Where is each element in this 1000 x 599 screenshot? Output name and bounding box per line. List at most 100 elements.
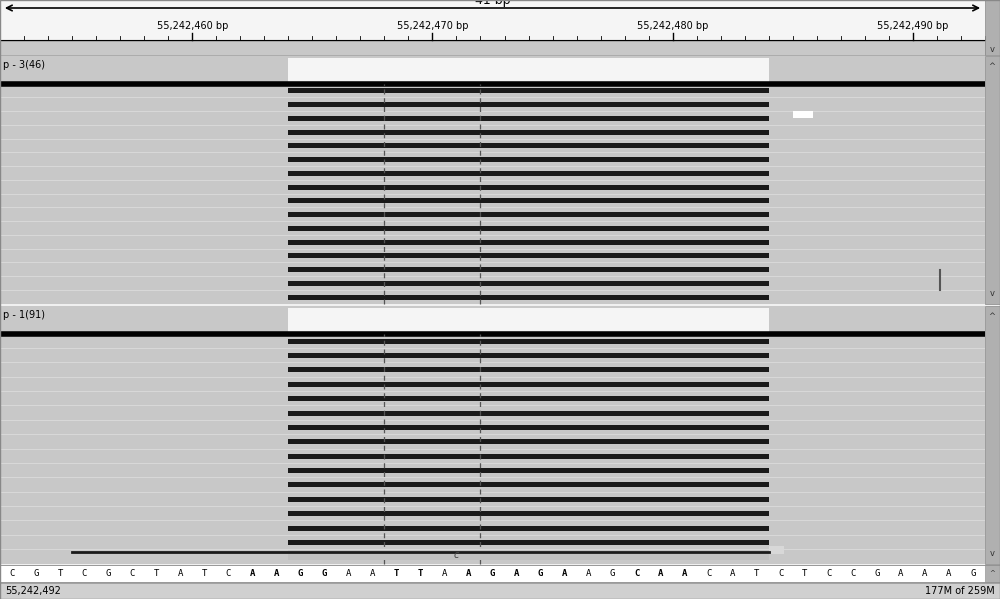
Bar xyxy=(0,478,985,492)
Bar xyxy=(0,536,985,549)
Text: C: C xyxy=(81,569,87,578)
Bar xyxy=(0,435,985,449)
Bar xyxy=(0,41,985,55)
Text: 55,242,492: 55,242,492 xyxy=(5,586,61,596)
Text: G: G xyxy=(490,569,495,578)
Bar xyxy=(0,56,985,84)
Text: T: T xyxy=(754,569,759,578)
Text: A: A xyxy=(370,569,375,578)
Text: ^: ^ xyxy=(988,62,996,71)
Text: A: A xyxy=(177,569,183,578)
Bar xyxy=(0,550,985,564)
Text: 177M of 259M: 177M of 259M xyxy=(925,586,995,596)
Bar xyxy=(288,353,769,358)
Text: C: C xyxy=(706,569,711,578)
Text: G: G xyxy=(298,569,303,578)
Bar xyxy=(0,306,985,334)
Bar xyxy=(0,291,985,304)
Text: v: v xyxy=(990,289,994,298)
Bar xyxy=(0,449,985,463)
Text: G: G xyxy=(874,569,880,578)
Bar xyxy=(288,226,769,231)
Bar xyxy=(288,144,769,149)
Bar xyxy=(288,396,769,401)
Bar xyxy=(0,84,985,97)
Bar xyxy=(0,377,985,391)
Text: 55,242,460 bp: 55,242,460 bp xyxy=(157,21,228,31)
Text: C: C xyxy=(129,569,135,578)
Bar xyxy=(985,0,1000,55)
Bar xyxy=(0,236,985,249)
Text: G: G xyxy=(105,569,111,578)
Text: 55,242,490 bp: 55,242,490 bp xyxy=(877,21,949,31)
Bar xyxy=(0,464,985,477)
Bar xyxy=(0,140,985,152)
Bar xyxy=(769,546,784,554)
Text: 55,242,470 bp: 55,242,470 bp xyxy=(397,21,468,31)
Bar xyxy=(288,338,769,344)
Bar xyxy=(0,583,1000,599)
Bar xyxy=(288,116,769,121)
Bar xyxy=(0,208,985,221)
Text: C: C xyxy=(850,569,856,578)
Text: C: C xyxy=(226,569,231,578)
Bar xyxy=(288,308,769,332)
Bar xyxy=(288,171,769,176)
Bar xyxy=(288,267,769,272)
Text: A: A xyxy=(346,569,351,578)
Text: G: G xyxy=(33,569,39,578)
Text: C: C xyxy=(826,569,832,578)
Bar xyxy=(793,111,813,119)
Text: T: T xyxy=(802,569,808,578)
Text: T: T xyxy=(153,569,159,578)
Text: A: A xyxy=(466,569,471,578)
Bar xyxy=(288,184,769,189)
Text: A: A xyxy=(898,569,904,578)
Bar xyxy=(288,540,769,545)
Bar xyxy=(288,130,769,135)
Text: 41 bp: 41 bp xyxy=(475,0,510,7)
Text: ^: ^ xyxy=(989,570,995,576)
Text: A: A xyxy=(250,569,255,578)
Bar xyxy=(0,84,985,304)
Text: A: A xyxy=(442,569,447,578)
Bar xyxy=(288,58,769,82)
Text: A: A xyxy=(562,569,567,578)
Bar xyxy=(0,126,985,138)
Text: C: C xyxy=(634,569,639,578)
Text: T: T xyxy=(418,569,423,578)
Bar xyxy=(0,0,1000,55)
Bar xyxy=(288,212,769,217)
Text: c: c xyxy=(454,550,459,560)
Bar xyxy=(288,550,769,560)
Bar xyxy=(0,363,985,377)
Bar xyxy=(985,565,1000,582)
Bar xyxy=(288,102,769,107)
Bar xyxy=(0,153,985,166)
Bar xyxy=(288,453,769,459)
Text: G: G xyxy=(538,569,543,578)
Text: A: A xyxy=(946,569,952,578)
Text: A: A xyxy=(658,569,663,578)
Text: T: T xyxy=(202,569,207,578)
Bar xyxy=(288,425,769,430)
Bar xyxy=(288,410,769,416)
Bar xyxy=(0,250,985,262)
Bar xyxy=(288,198,769,203)
Text: A: A xyxy=(682,569,687,578)
Bar xyxy=(288,281,769,286)
Bar xyxy=(0,277,985,290)
Bar xyxy=(288,253,769,258)
Bar xyxy=(0,167,985,180)
Text: A: A xyxy=(922,569,928,578)
Text: T: T xyxy=(394,569,399,578)
Text: p - 3(46): p - 3(46) xyxy=(3,60,45,70)
Bar xyxy=(288,439,769,444)
Bar xyxy=(288,511,769,516)
Bar xyxy=(288,89,769,93)
Text: A: A xyxy=(274,569,279,578)
Bar xyxy=(0,195,985,207)
Text: A: A xyxy=(514,569,519,578)
Bar xyxy=(288,554,769,559)
Text: C: C xyxy=(9,569,15,578)
